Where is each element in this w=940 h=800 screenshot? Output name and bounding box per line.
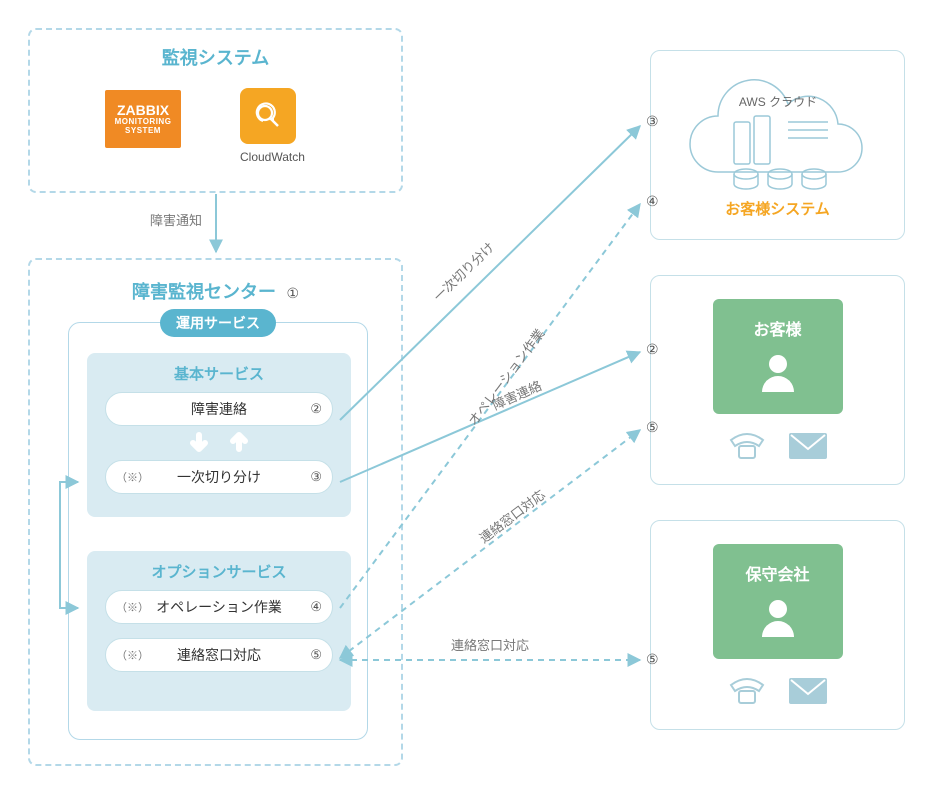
phone-icon: [727, 675, 767, 707]
aws-caption: お客様システム: [725, 198, 830, 219]
phone-icon: [727, 430, 767, 462]
svg-text:一次切り分け: 一次切り分け: [431, 239, 498, 304]
vendor-box: 保守会社: [650, 520, 905, 730]
cloud-icon: AWS クラウド: [668, 72, 888, 202]
vendor-card: 保守会社: [713, 544, 843, 659]
center-title: 障害監視センター: [132, 282, 276, 302]
chip-isolate: （※） 一次切り分け ③: [105, 460, 333, 494]
svg-text:連絡窓口対応: 連絡窓口対応: [477, 487, 548, 546]
center-title-num: ①: [286, 285, 299, 301]
chip-window: （※） 連絡窓口対応 ⑤: [105, 638, 333, 672]
chip-operation: （※） オペレーション作業 ④: [105, 590, 333, 624]
customer-box: お客様: [650, 275, 905, 485]
zabbix-line1: ZABBIX: [117, 103, 169, 118]
chip-contact-num: ②: [310, 401, 322, 417]
chip-window-note: （※）: [116, 647, 149, 663]
svg-text:AWS クラウド: AWS クラウド: [738, 95, 816, 109]
vendor-title: 保守会社: [745, 561, 809, 585]
center-box: 障害監視センター ① 運用サービス 基本サービス 障害連絡 ② （※）: [28, 258, 403, 766]
zabbix-line3: SYSTEM: [125, 127, 161, 136]
op-wrapper: 運用サービス 基本サービス 障害連絡 ② （※） 一次切り分け ③: [68, 322, 368, 740]
customer-title: お客様: [753, 316, 801, 340]
chip-contact: 障害連絡 ②: [105, 392, 333, 426]
chip-isolate-num: ③: [310, 469, 322, 485]
chip-operation-label: オペレーション作業: [156, 597, 282, 617]
option-block: オプションサービス （※） オペレーション作業 ④ （※） 連絡窓口対応 ⑤: [87, 551, 351, 711]
chip-window-label: 連絡窓口対応: [177, 645, 261, 665]
notice-label: 障害通知: [150, 210, 202, 229]
cloudwatch-icon: CloudWatch: [240, 88, 305, 164]
basic-block: 基本サービス 障害連絡 ② （※） 一次切り分け ③: [87, 353, 351, 517]
updown-arrows-icon: [97, 432, 341, 454]
chip-isolate-label: 一次切り分け: [177, 467, 261, 487]
cloudwatch-label: CloudWatch: [240, 150, 305, 164]
svg-text:オペレーション作業: オペレーション作業: [465, 326, 547, 428]
person-icon: [754, 593, 802, 641]
chip-contact-label: 障害連絡: [191, 399, 247, 419]
customer-card: お客様: [713, 299, 843, 414]
person-icon: [754, 348, 802, 396]
aws-box: AWS クラウド お客様システム: [650, 50, 905, 240]
monitoring-title: 監視システム: [30, 44, 401, 70]
svg-text:連絡窓口対応: 連絡窓口対応: [451, 638, 529, 653]
diagram-canvas: 監視システム ZABBIX MONITORING SYSTEM CloudWat…: [0, 0, 940, 800]
zabbix-icon: ZABBIX MONITORING SYSTEM: [105, 90, 181, 102]
svg-text:障害連絡: 障害連絡: [490, 378, 544, 413]
op-label: 運用サービス: [160, 309, 276, 337]
mail-icon: [787, 676, 829, 706]
option-title: オプションサービス: [97, 561, 341, 582]
chip-isolate-note: （※）: [116, 469, 149, 485]
chip-operation-num: ④: [310, 599, 322, 615]
chip-window-num: ⑤: [310, 647, 322, 663]
monitoring-box: 監視システム ZABBIX MONITORING SYSTEM CloudWat…: [28, 28, 403, 193]
chip-operation-note: （※）: [116, 599, 149, 615]
basic-title: 基本サービス: [97, 363, 341, 384]
mail-icon: [787, 431, 829, 461]
